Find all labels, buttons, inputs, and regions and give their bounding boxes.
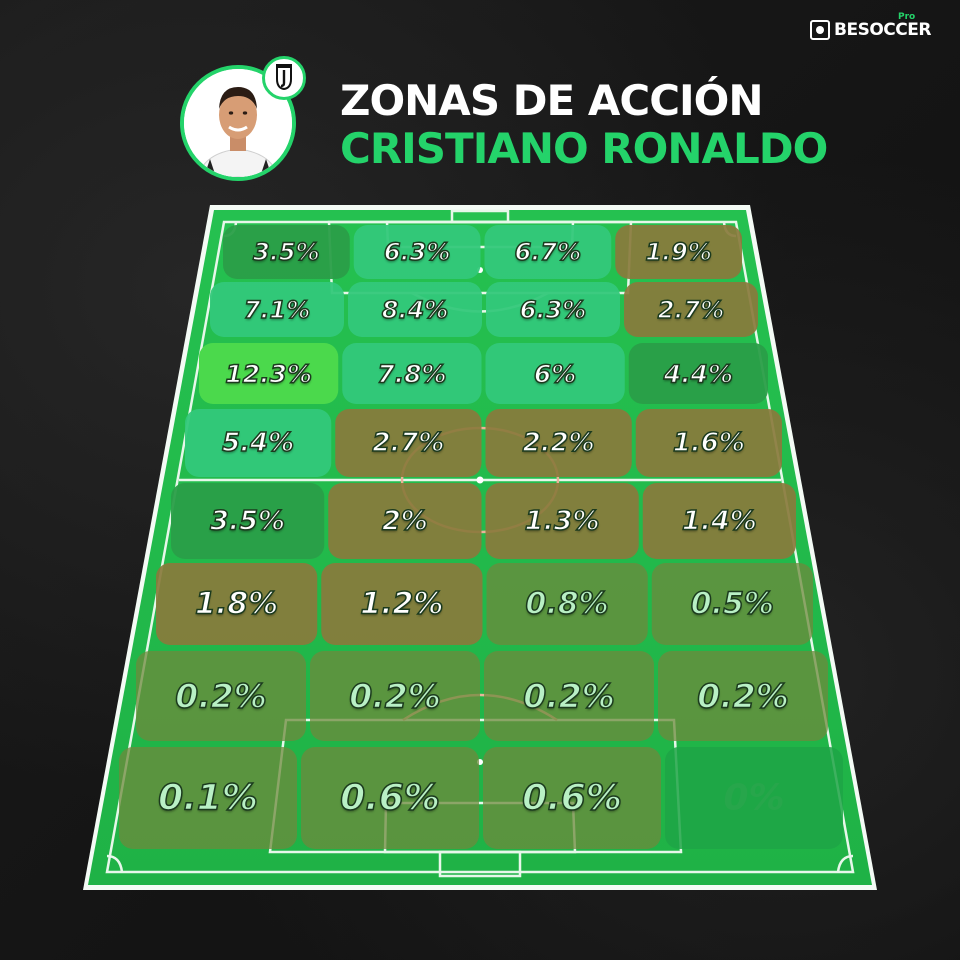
zone-percentage: 2% [381,505,428,538]
zone-percentage: 0.6% [521,777,622,820]
zone-percentage: 2.2% [522,427,596,459]
zone-percentage: 1.4% [681,505,757,538]
zone-cell [223,225,350,279]
zone-percentage: 3.5% [252,237,320,267]
zone-grid [119,225,843,849]
zone-cell [485,409,632,477]
zone-percentage: 3.5% [209,505,286,538]
zone-cell [485,483,639,559]
zone-cell [171,483,325,559]
zone-cell [301,747,479,849]
zone-cell [628,343,768,404]
zone-percentage: 2.7% [657,295,725,325]
player-name: CRISTIANO RONALDO [340,124,828,173]
zone-percentage: 0.6% [339,777,440,820]
zone-percentage: 0.1% [157,777,258,820]
zone-percentage: 1.9% [645,237,713,267]
brand-logo: BESOCCER Pro [810,12,931,46]
zone-cell [651,563,813,645]
zone-cell [335,409,482,477]
brand-name: BESOCCER [834,20,931,40]
zone-cell [210,282,344,337]
zone-percentage: 1.8% [194,586,279,623]
juventus-badge-icon [262,56,306,100]
zone-cell [615,225,742,279]
zone-cell [624,282,758,337]
zone-percentage: 6.3% [383,237,451,267]
zone-percentage: 6% [533,358,577,389]
zone-percentage: 7.1% [243,295,311,325]
zone-cell [665,747,843,849]
zone-cell [642,483,796,559]
zone-percentage: 4.4% [663,358,734,389]
zone-cell [156,563,318,645]
zone-cell [484,225,612,279]
zone-percentage: 1.2% [360,586,445,623]
zone-percentage: 6.7% [514,237,582,267]
zone-cell [328,483,482,559]
zone-percentage: 6.3% [519,295,587,325]
zone-cell [353,225,481,279]
zone-percentage: 0.5% [690,586,775,623]
zone-cell [348,282,482,337]
zone-percentage: 1.3% [524,505,600,538]
zone-percentage: 2.7% [372,427,446,459]
zone-percentage: 0.8% [525,586,610,623]
zone-percentage: 0.2% [348,676,441,717]
zone-percentage: 12.3% [225,358,313,389]
zone-cell [119,747,297,849]
zone-cell [342,343,482,404]
zone-cell [185,409,332,477]
zone-percentage: 0.2% [174,676,267,717]
zone-cell [136,651,306,741]
zone-percentage: 0.2% [522,676,615,717]
zone-percentage: 0% [723,777,785,819]
zone-percentage: 1.6% [672,427,746,459]
zone-cell [199,343,339,404]
zone-percentage: 7.8% [376,358,447,389]
zone-cell [321,563,483,645]
zone-cell [658,651,828,741]
zone-cell [486,282,620,337]
zone-percentage: 8.4% [381,295,449,325]
zone-percentage: 5.4% [221,427,295,459]
zone-cell [484,651,654,741]
page-title: ZONAS DE ACCIÓN [340,76,763,125]
zone-cell [635,409,782,477]
zone-cell [486,563,648,645]
zone-cell [485,343,625,404]
zone-percentage: 0.2% [696,676,789,717]
brand-pro-tag: Pro [898,12,916,22]
zone-cell [310,651,480,741]
zone-cell [483,747,661,849]
besoccer-logo-icon [810,20,830,40]
